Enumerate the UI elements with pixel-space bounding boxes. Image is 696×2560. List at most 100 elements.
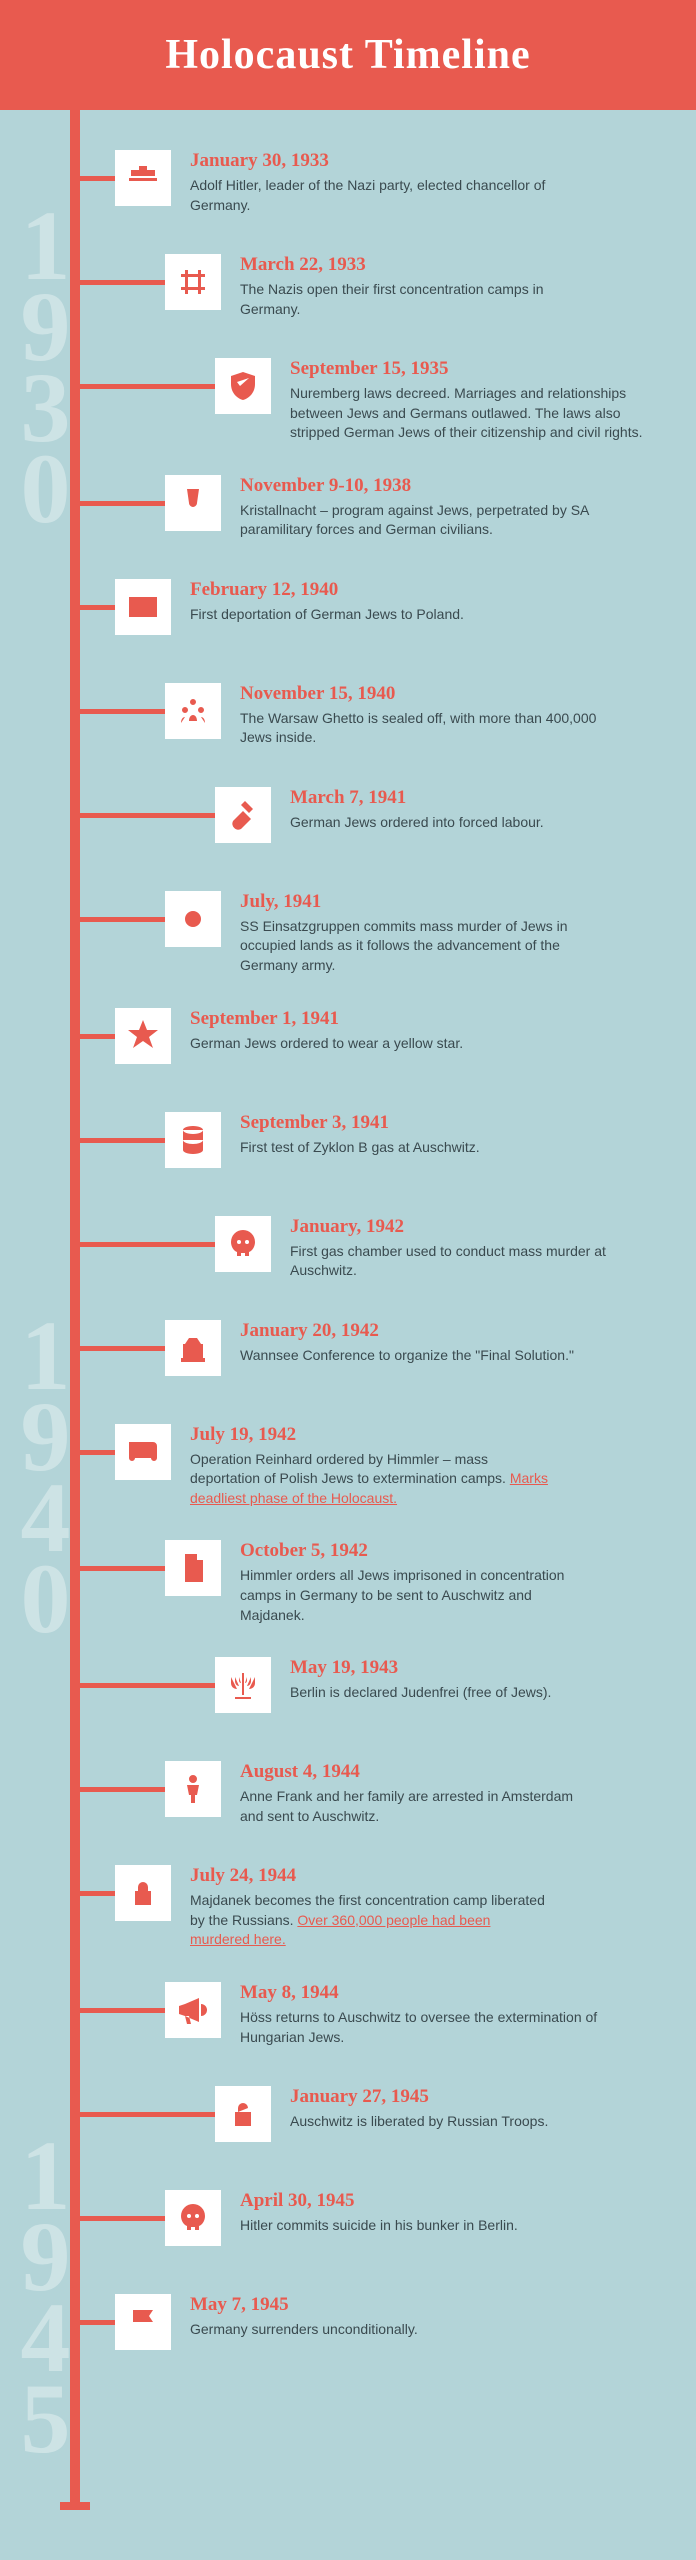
- timeline-event: March 22, 1933 The Nazis open their first…: [0, 254, 696, 326]
- event-date: September 1, 1941: [190, 1008, 696, 1030]
- event-description: Operation Reinhard ordered by Himmler – …: [190, 1450, 550, 1509]
- event-description: Majdanek becomes the first concentration…: [190, 1891, 550, 1950]
- event-description: Höss returns to Auschwitz to oversee the…: [240, 2008, 600, 2047]
- connector-line: [75, 1242, 230, 1247]
- connector-line: [75, 384, 230, 389]
- event-date: January 27, 1945: [290, 2086, 696, 2108]
- event-content: July 24, 1944Majdanek becomes the first …: [190, 1865, 696, 1950]
- lock-icon: [115, 1865, 171, 1921]
- event-description: The Warsaw Ghetto is sealed off, with mo…: [240, 709, 600, 748]
- timeline-event: February 12, 1940 First deportation of Ge…: [0, 579, 696, 651]
- idcard-icon: [115, 579, 171, 635]
- connector-line: [75, 1683, 230, 1688]
- event-description: SS Einsatzgruppen commits mass murder of…: [240, 917, 600, 976]
- event-content: May 19, 1943 Berlin is declared Judenfrei…: [290, 1657, 696, 1703]
- event-date: May 19, 1943: [290, 1657, 696, 1679]
- star-icon: [115, 1008, 171, 1064]
- podium-icon: [115, 150, 171, 206]
- event-description: Hitler commits suicide in his bunker in …: [240, 2216, 600, 2236]
- event-content: September 3, 1941First test of Zyklon B …: [240, 1112, 696, 1158]
- timeline-event: January 20, 1942Wannsee Conference to or…: [0, 1320, 696, 1392]
- timeline-event: July, 1941SS Einsatzgruppen commits mass…: [0, 891, 696, 976]
- timeline-event: September 15, 1935 Nuremberg laws decreed…: [0, 358, 696, 443]
- event-content: March 7, 1941 German Jews ordered into fo…: [290, 787, 696, 833]
- megaphone-icon: [165, 1982, 221, 2038]
- connector-line: [75, 2112, 230, 2117]
- event-description: First deportation of German Jews to Pola…: [190, 605, 550, 625]
- person-icon: [165, 1761, 221, 1817]
- decade-label: 1945: [8, 2120, 83, 2444]
- event-description: The Nazis open their first concentration…: [240, 280, 600, 319]
- event-description: Adolf Hitler, leader of the Nazi party, …: [190, 176, 550, 215]
- event-content: January 27, 1945Auschwitz is liberated b…: [290, 2086, 696, 2132]
- timeline-event: August 4, 1944 Anne Frank and her family …: [0, 1761, 696, 1833]
- people-icon: [165, 683, 221, 739]
- event-date: February 12, 1940: [190, 579, 696, 601]
- event-description: Himmler orders all Jews imprisoned in co…: [240, 1566, 600, 1625]
- timeline: 193019401945 January 30, 1933Adolf Hitle…: [0, 110, 696, 2510]
- event-date: July 19, 1942: [190, 1424, 696, 1446]
- timeline-event: January, 1942First gas chamber used to c…: [0, 1216, 696, 1288]
- event-content: March 22, 1933 The Nazis open their first…: [240, 254, 696, 319]
- event-date: March 22, 1933: [240, 254, 696, 276]
- menorah-icon: [215, 1657, 271, 1713]
- event-content: January, 1942First gas chamber used to c…: [290, 1216, 696, 1281]
- event-date: October 5, 1942: [240, 1540, 696, 1562]
- event-description: Kristallnacht – program against Jews, pe…: [240, 501, 600, 540]
- event-date: January, 1942: [290, 1216, 696, 1238]
- building-icon: [165, 1320, 221, 1376]
- shovel-icon: [215, 787, 271, 843]
- event-date: August 4, 1944: [240, 1761, 696, 1783]
- timeline-event: July 24, 1944Majdanek becomes the first …: [0, 1865, 696, 1950]
- event-date: April 30, 1945: [240, 2190, 696, 2212]
- bus-icon: [115, 1424, 171, 1480]
- connector-line: [75, 813, 230, 818]
- event-link[interactable]: Over 360,000 people had been murdered he…: [190, 1912, 490, 1948]
- timeline-event: October 5, 1942 Himmler orders all Jews i…: [0, 1540, 696, 1625]
- event-description: Germany surrenders unconditionally.: [190, 2320, 550, 2340]
- event-content: November 15, 1940The Warsaw Ghetto is se…: [240, 683, 696, 748]
- unlock-icon: [215, 2086, 271, 2142]
- event-date: May 7, 1945: [190, 2294, 696, 2316]
- event-content: May 7, 1945 Germany surrenders unconditio…: [190, 2294, 696, 2340]
- timeline-event: September 3, 1941First test of Zyklon B …: [0, 1112, 696, 1184]
- event-content: September 1, 1941 German Jews ordered to …: [190, 1008, 696, 1054]
- timeline-event: November 15, 1940The Warsaw Ghetto is se…: [0, 683, 696, 755]
- timeline-event: November 9-10, 1938 Kristallnacht – progr…: [0, 475, 696, 547]
- event-description: German Jews ordered to wear a yellow sta…: [190, 1034, 550, 1054]
- decade-label: 1930: [8, 190, 83, 514]
- flag-icon: [115, 2294, 171, 2350]
- page-title: Holocaust Timeline: [165, 31, 530, 79]
- event-content: July 19, 1942 Operation Reinhard ordered …: [190, 1424, 696, 1509]
- timeline-event: January 27, 1945Auschwitz is liberated b…: [0, 2086, 696, 2158]
- shield-icon: [215, 358, 271, 414]
- event-content: October 5, 1942 Himmler orders all Jews i…: [240, 1540, 696, 1625]
- event-content: May 8, 1944 Höss returns to Auschwitz to …: [240, 1982, 696, 2047]
- skull-icon: [215, 1216, 271, 1272]
- timeline-event: May 7, 1945 Germany surrenders unconditio…: [0, 2294, 696, 2366]
- header: Holocaust Timeline: [0, 0, 696, 110]
- event-date: November 9-10, 1938: [240, 475, 696, 497]
- event-description: Anne Frank and her family are arrested i…: [240, 1787, 600, 1826]
- timeline-event: May 8, 1944 Höss returns to Auschwitz to …: [0, 1982, 696, 2054]
- timeline-event: July 19, 1942 Operation Reinhard ordered …: [0, 1424, 696, 1509]
- event-description: German Jews ordered into forced labour.: [290, 813, 650, 833]
- event-content: January 30, 1933 Adolf Hitler, leader of …: [190, 150, 696, 215]
- timeline-event: April 30, 1945 Hitler commits suicide in …: [0, 2190, 696, 2262]
- event-description: Berlin is declared Judenfrei (free of Je…: [290, 1683, 650, 1703]
- event-content: January 20, 1942Wannsee Conference to or…: [240, 1320, 696, 1366]
- event-content: September 15, 1935 Nuremberg laws decreed…: [290, 358, 696, 443]
- event-content: August 4, 1944 Anne Frank and her family …: [240, 1761, 696, 1826]
- event-content: April 30, 1945 Hitler commits suicide in …: [240, 2190, 696, 2236]
- event-description: Nuremberg laws decreed. Marriages and re…: [290, 384, 650, 443]
- event-date: May 8, 1944: [240, 1982, 696, 2004]
- event-date: September 15, 1935: [290, 358, 696, 380]
- target-icon: [165, 891, 221, 947]
- event-date: January 30, 1933: [190, 150, 696, 172]
- timeline-event: March 7, 1941 German Jews ordered into fo…: [0, 787, 696, 859]
- skull-icon: [165, 2190, 221, 2246]
- event-content: November 9-10, 1938 Kristallnacht – progr…: [240, 475, 696, 540]
- event-content: July, 1941SS Einsatzgruppen commits mass…: [240, 891, 696, 976]
- event-link[interactable]: Marks deadliest phase of the Holocaust.: [190, 1470, 548, 1506]
- event-date: March 7, 1941: [290, 787, 696, 809]
